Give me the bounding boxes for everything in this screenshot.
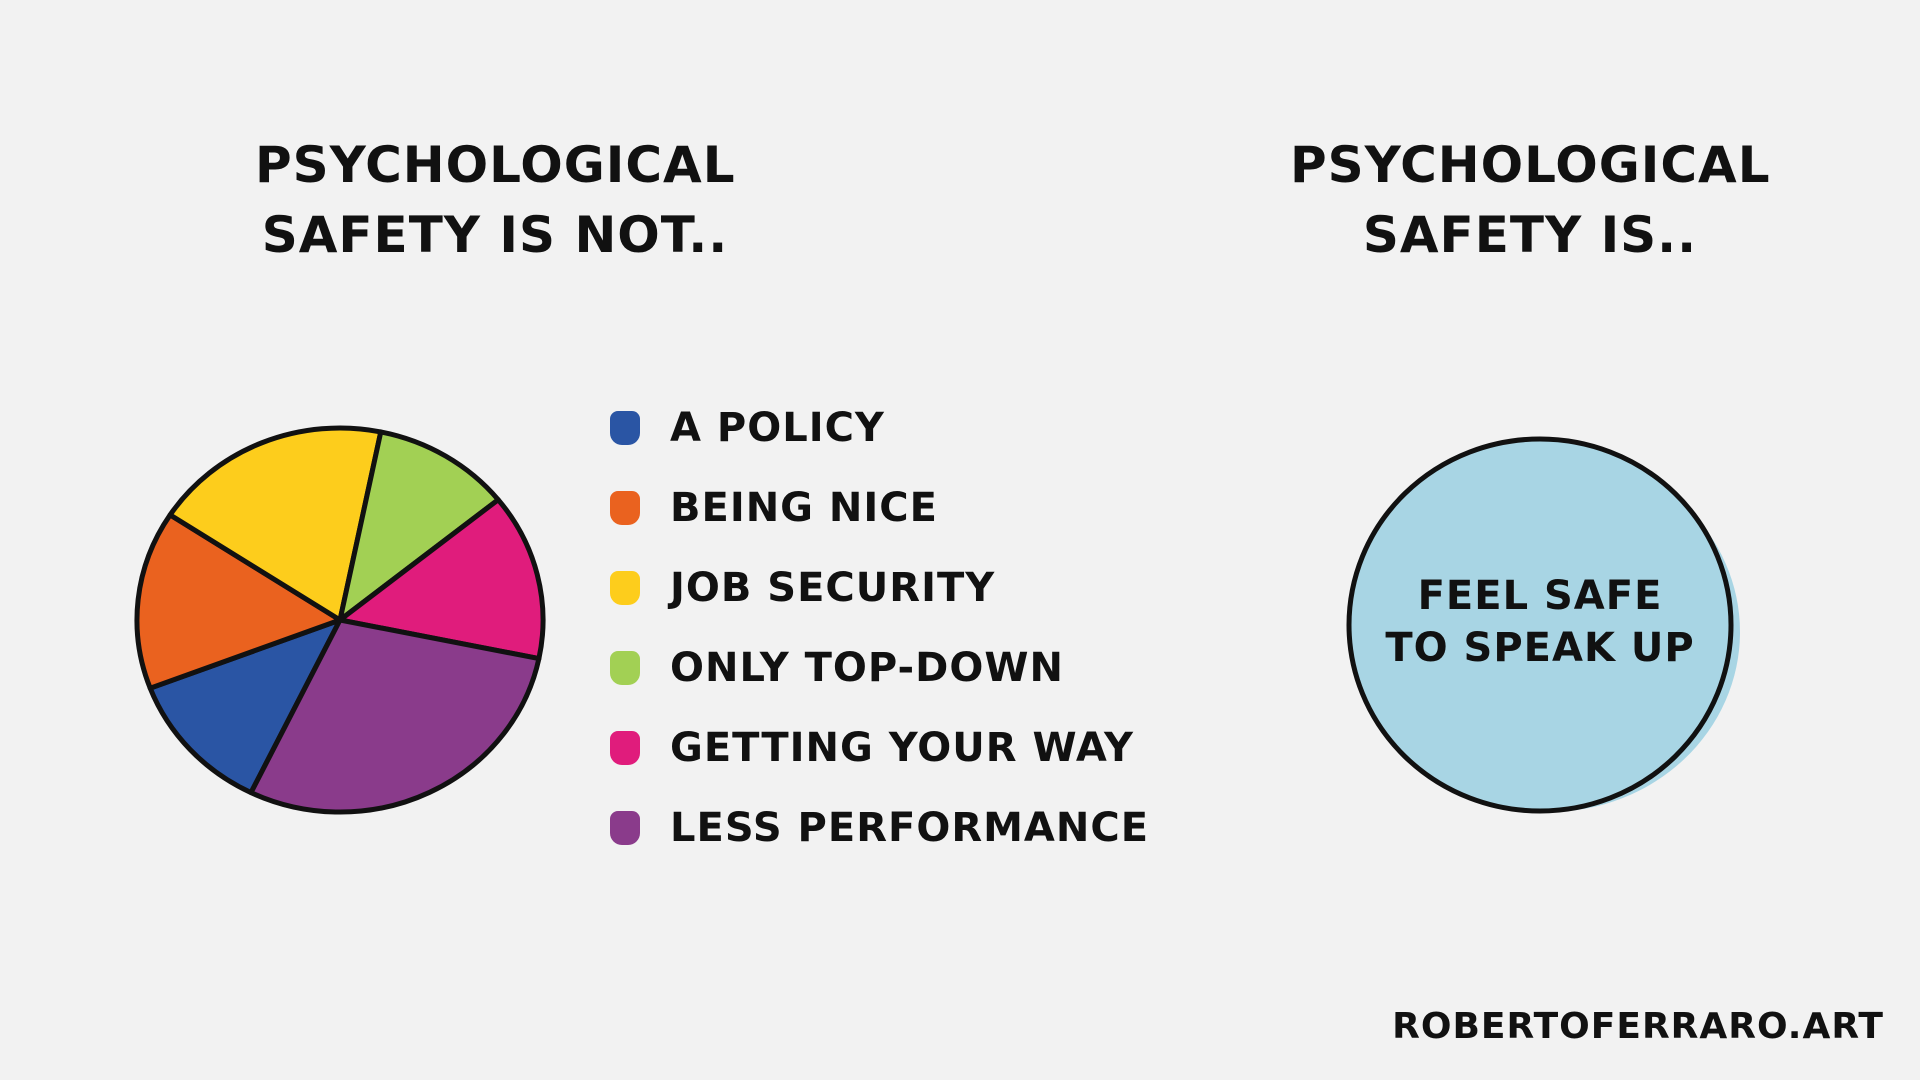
pie-chart (134, 425, 546, 815)
pie-slice-a-policy (147, 617, 343, 796)
legend-swatch-being-nice (610, 491, 640, 525)
legend-swatch-a-policy (610, 411, 640, 445)
legend-item-a-policy: A POLICY (610, 388, 1149, 468)
pie-legend: A POLICY BEING NICE JOB SECURITY ONLY TOP-D… (610, 388, 1149, 868)
right-title-line1: PSYCHOLOGICAL (1290, 136, 1771, 194)
left-title-line1: PSYCHOLOGICAL (255, 136, 736, 194)
circle-text-line2: TO SPEAK UP (1385, 625, 1695, 671)
circle-text: FEEL SAFE TO SPEAK UP (1360, 570, 1720, 674)
legend-item-less-performance: LESS PERFORMANCE (610, 788, 1149, 868)
legend-label-less-performance: LESS PERFORMANCE (670, 805, 1150, 851)
legend-swatch-less-performance (610, 811, 640, 845)
site-credit: ROBERTOFERRARO.ART (1392, 1006, 1884, 1047)
legend-swatch-job-security (610, 571, 640, 605)
circle-body (1346, 436, 1734, 814)
legend-label-getting-your-way: GETTING YOUR WAY (670, 725, 1134, 771)
legend-item-job-security: JOB SECURITY (610, 548, 1149, 628)
right-title-line2: SAFETY IS.. (1362, 206, 1698, 264)
feel-safe-circle (1346, 436, 1740, 814)
legend-item-being-nice: BEING NICE (610, 468, 1149, 548)
pie-slice-only-top-down (337, 429, 501, 623)
legend-label-a-policy: A POLICY (670, 405, 885, 451)
left-title-line2: SAFETY IS NOT.. (261, 206, 729, 264)
pie-slice-being-nice (134, 512, 343, 691)
legend-item-getting-your-way: GETTING YOUR WAY (610, 708, 1149, 788)
left-title: PSYCHOLOGICAL SAFETY IS NOT.. (255, 130, 735, 270)
pie-slice-getting-your-way (337, 497, 546, 662)
pie-slice-job-security (167, 425, 384, 623)
legend-swatch-only-top-down (610, 651, 640, 685)
legend-item-only-top-down: ONLY TOP-DOWN (610, 628, 1149, 708)
legend-label-only-top-down: ONLY TOP-DOWN (670, 645, 1064, 691)
legend-label-being-nice: BEING NICE (670, 485, 938, 531)
legend-label-job-security: JOB SECURITY (670, 565, 996, 611)
circle-text-line1: FEEL SAFE (1417, 573, 1663, 619)
legend-swatch-getting-your-way (610, 731, 640, 765)
right-title: PSYCHOLOGICAL SAFETY IS.. (1290, 130, 1770, 270)
pie-slice-less-performance (248, 617, 542, 815)
